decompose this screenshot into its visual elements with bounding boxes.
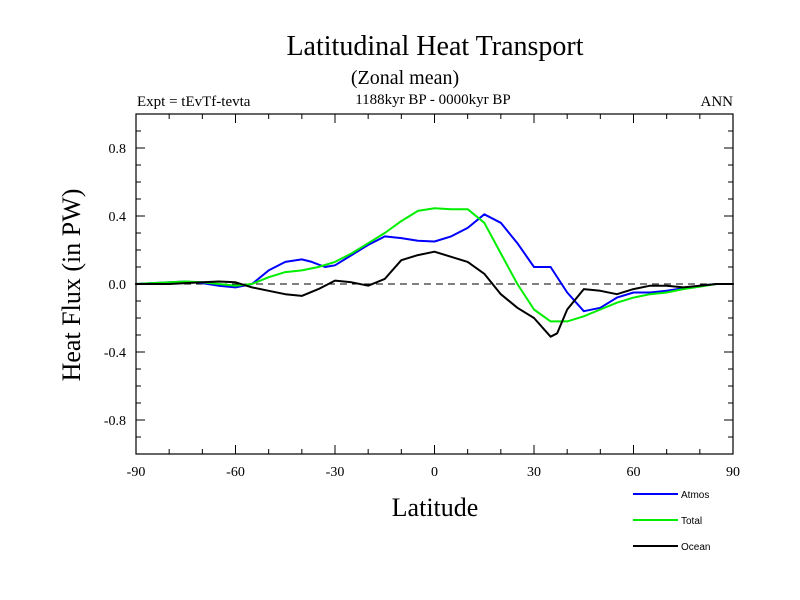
y-tick-label: 0.4 [109, 210, 127, 225]
period-label: 1188kyr BP - 0000kyr BP [355, 92, 511, 108]
y-tick-label: -0.4 [104, 346, 126, 361]
legend-label-total: Total [681, 516, 702, 527]
chart-title: Latitudinal Heat Transport [286, 31, 583, 62]
y-tick-label: -0.8 [104, 414, 126, 429]
series-line-ocean [135, 250, 734, 338]
plot-frame [135, 113, 734, 455]
x-tick-label: -60 [226, 465, 245, 480]
axes-layer: -90 -60 -30 0 30 60 90 -0.8 -0.4 0.0 0.4 0.8 [104, 113, 740, 480]
legend: Atmos Total Ocean [633, 490, 710, 553]
y-tick-label: 0.0 [109, 278, 127, 293]
x-tick-label: 90 [726, 465, 740, 480]
legend-label-ocean: Ocean [681, 542, 710, 553]
x-tick-label: 0 [431, 465, 438, 480]
experiment-label: Expt = tEvTf-tevta [137, 94, 251, 110]
y-tick-label: 0.8 [109, 142, 127, 157]
x-tick-label: 60 [627, 465, 641, 480]
series-line-atmos [135, 213, 734, 313]
x-tick-label: -30 [326, 465, 345, 480]
legend-label-atmos: Atmos [681, 490, 709, 501]
series-layer [135, 207, 734, 338]
x-tick-label: -90 [127, 465, 146, 480]
season-label: ANN [701, 94, 734, 110]
x-axis-label: Latitude [392, 493, 479, 522]
y-axis-label: Heat Flux (in PW) [57, 189, 86, 382]
x-tick-label: 30 [527, 465, 541, 480]
series-line-total [135, 207, 734, 323]
chart-subtitle: (Zonal mean) [351, 67, 459, 89]
